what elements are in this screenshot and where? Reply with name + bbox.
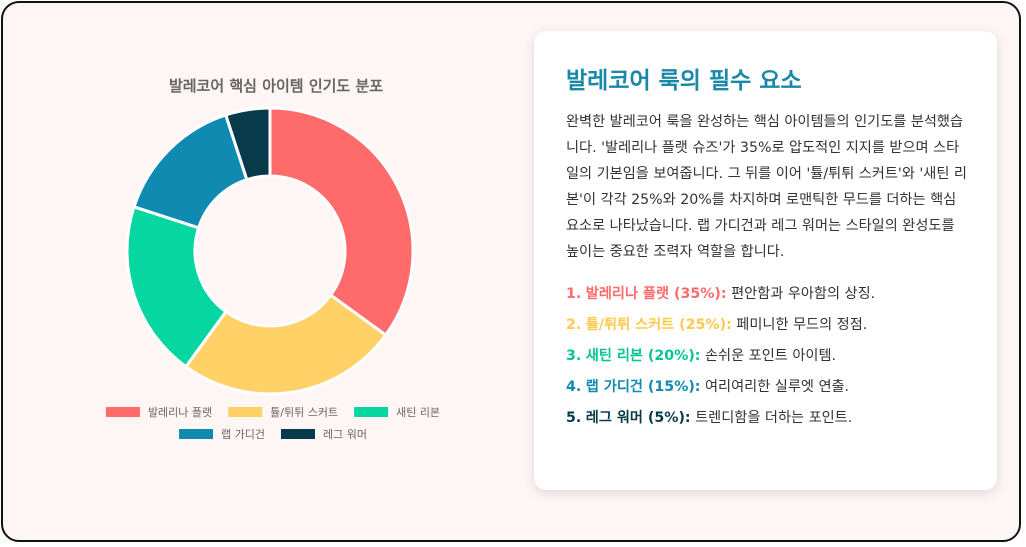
item-description: 여리여리한 실루엣 연출. — [705, 379, 850, 395]
card-title: 발레코어 룩의 필수 요소 — [566, 68, 802, 94]
donut-chart: 발레리나 플랫 튤/튀튀 스커트 새틴 리본랩 가디건 레그 워머 — [105, 106, 440, 441]
item-name: 랩 가디건 (15%): — [585, 379, 701, 395]
legend-swatch[interactable] — [354, 407, 389, 417]
item-name: 튤/튀튀 스커트 (25%): — [585, 317, 732, 333]
legend-swatch[interactable] — [281, 429, 315, 439]
legend-label[interactable]: 레그 워머 — [323, 428, 367, 441]
item-number: 3. — [566, 348, 582, 364]
chart-title: 발레코어 핵심 아이템 인기도 분포 — [168, 77, 384, 95]
item-name: 레그 워머 (5%): — [585, 410, 691, 426]
legend-swatch[interactable] — [228, 407, 263, 417]
item-number: 5. — [566, 410, 582, 426]
item-list: 1. 발레리나 플랫 (35%): 편안함과 우아함의 상징. 2. 튤/튀튀 … — [566, 279, 967, 434]
legend-label[interactable]: 새틴 리본 — [396, 406, 440, 419]
legend-swatch[interactable] — [105, 407, 140, 417]
item-description: 트렌디함을 더하는 포인트. — [695, 410, 853, 426]
card-description: 완벽한 발레코어 룩을 완성하는 핵심 아이템들의 인기도를 분석했습니다. '… — [566, 114, 967, 260]
item-number: 4. — [566, 379, 582, 395]
item-description: 페미니한 무드의 정점. — [736, 317, 868, 333]
donut-slice[interactable] — [183, 292, 388, 396]
legend-swatch[interactable] — [179, 429, 214, 439]
item-number: 1. — [566, 286, 582, 302]
legend-label[interactable]: 발레리나 플랫 — [148, 406, 212, 419]
item-name: 새틴 리본 (20%): — [585, 348, 701, 364]
item-number: 2. — [566, 317, 582, 333]
item-description: 편안함과 우아함의 상징. — [731, 286, 876, 302]
list-item: 4. 랩 가디건 (15%): 여리여리한 실루엣 연출. — [566, 372, 967, 403]
list-item: 3. 새틴 리본 (20%): 손쉬운 포인트 아이템. — [566, 341, 967, 372]
donut-slice[interactable] — [223, 106, 272, 182]
list-item: 5. 레그 워머 (5%): 트렌디함을 더하는 포인트. — [566, 403, 967, 434]
info-card: 발레코어 룩의 필수 요소 완벽한 발레코어 룩을 완성하는 핵심 아이템들의 … — [534, 31, 997, 490]
list-item: 1. 발레리나 플랫 (35%): 편안함과 우아함의 상징. — [566, 279, 967, 310]
donut-slice[interactable] — [268, 106, 415, 338]
list-item: 2. 튤/튀튀 스커트 (25%): 페미니한 무드의 정점. — [566, 310, 967, 341]
legend-label[interactable]: 튤/튀튀 스커트 — [270, 406, 338, 419]
item-description: 손쉬운 포인트 아이템. — [705, 348, 837, 364]
donut-slice[interactable] — [125, 204, 229, 369]
legend-label[interactable]: 랩 가디건 — [221, 428, 265, 441]
item-name: 발레리나 플랫 (35%): — [585, 286, 727, 302]
